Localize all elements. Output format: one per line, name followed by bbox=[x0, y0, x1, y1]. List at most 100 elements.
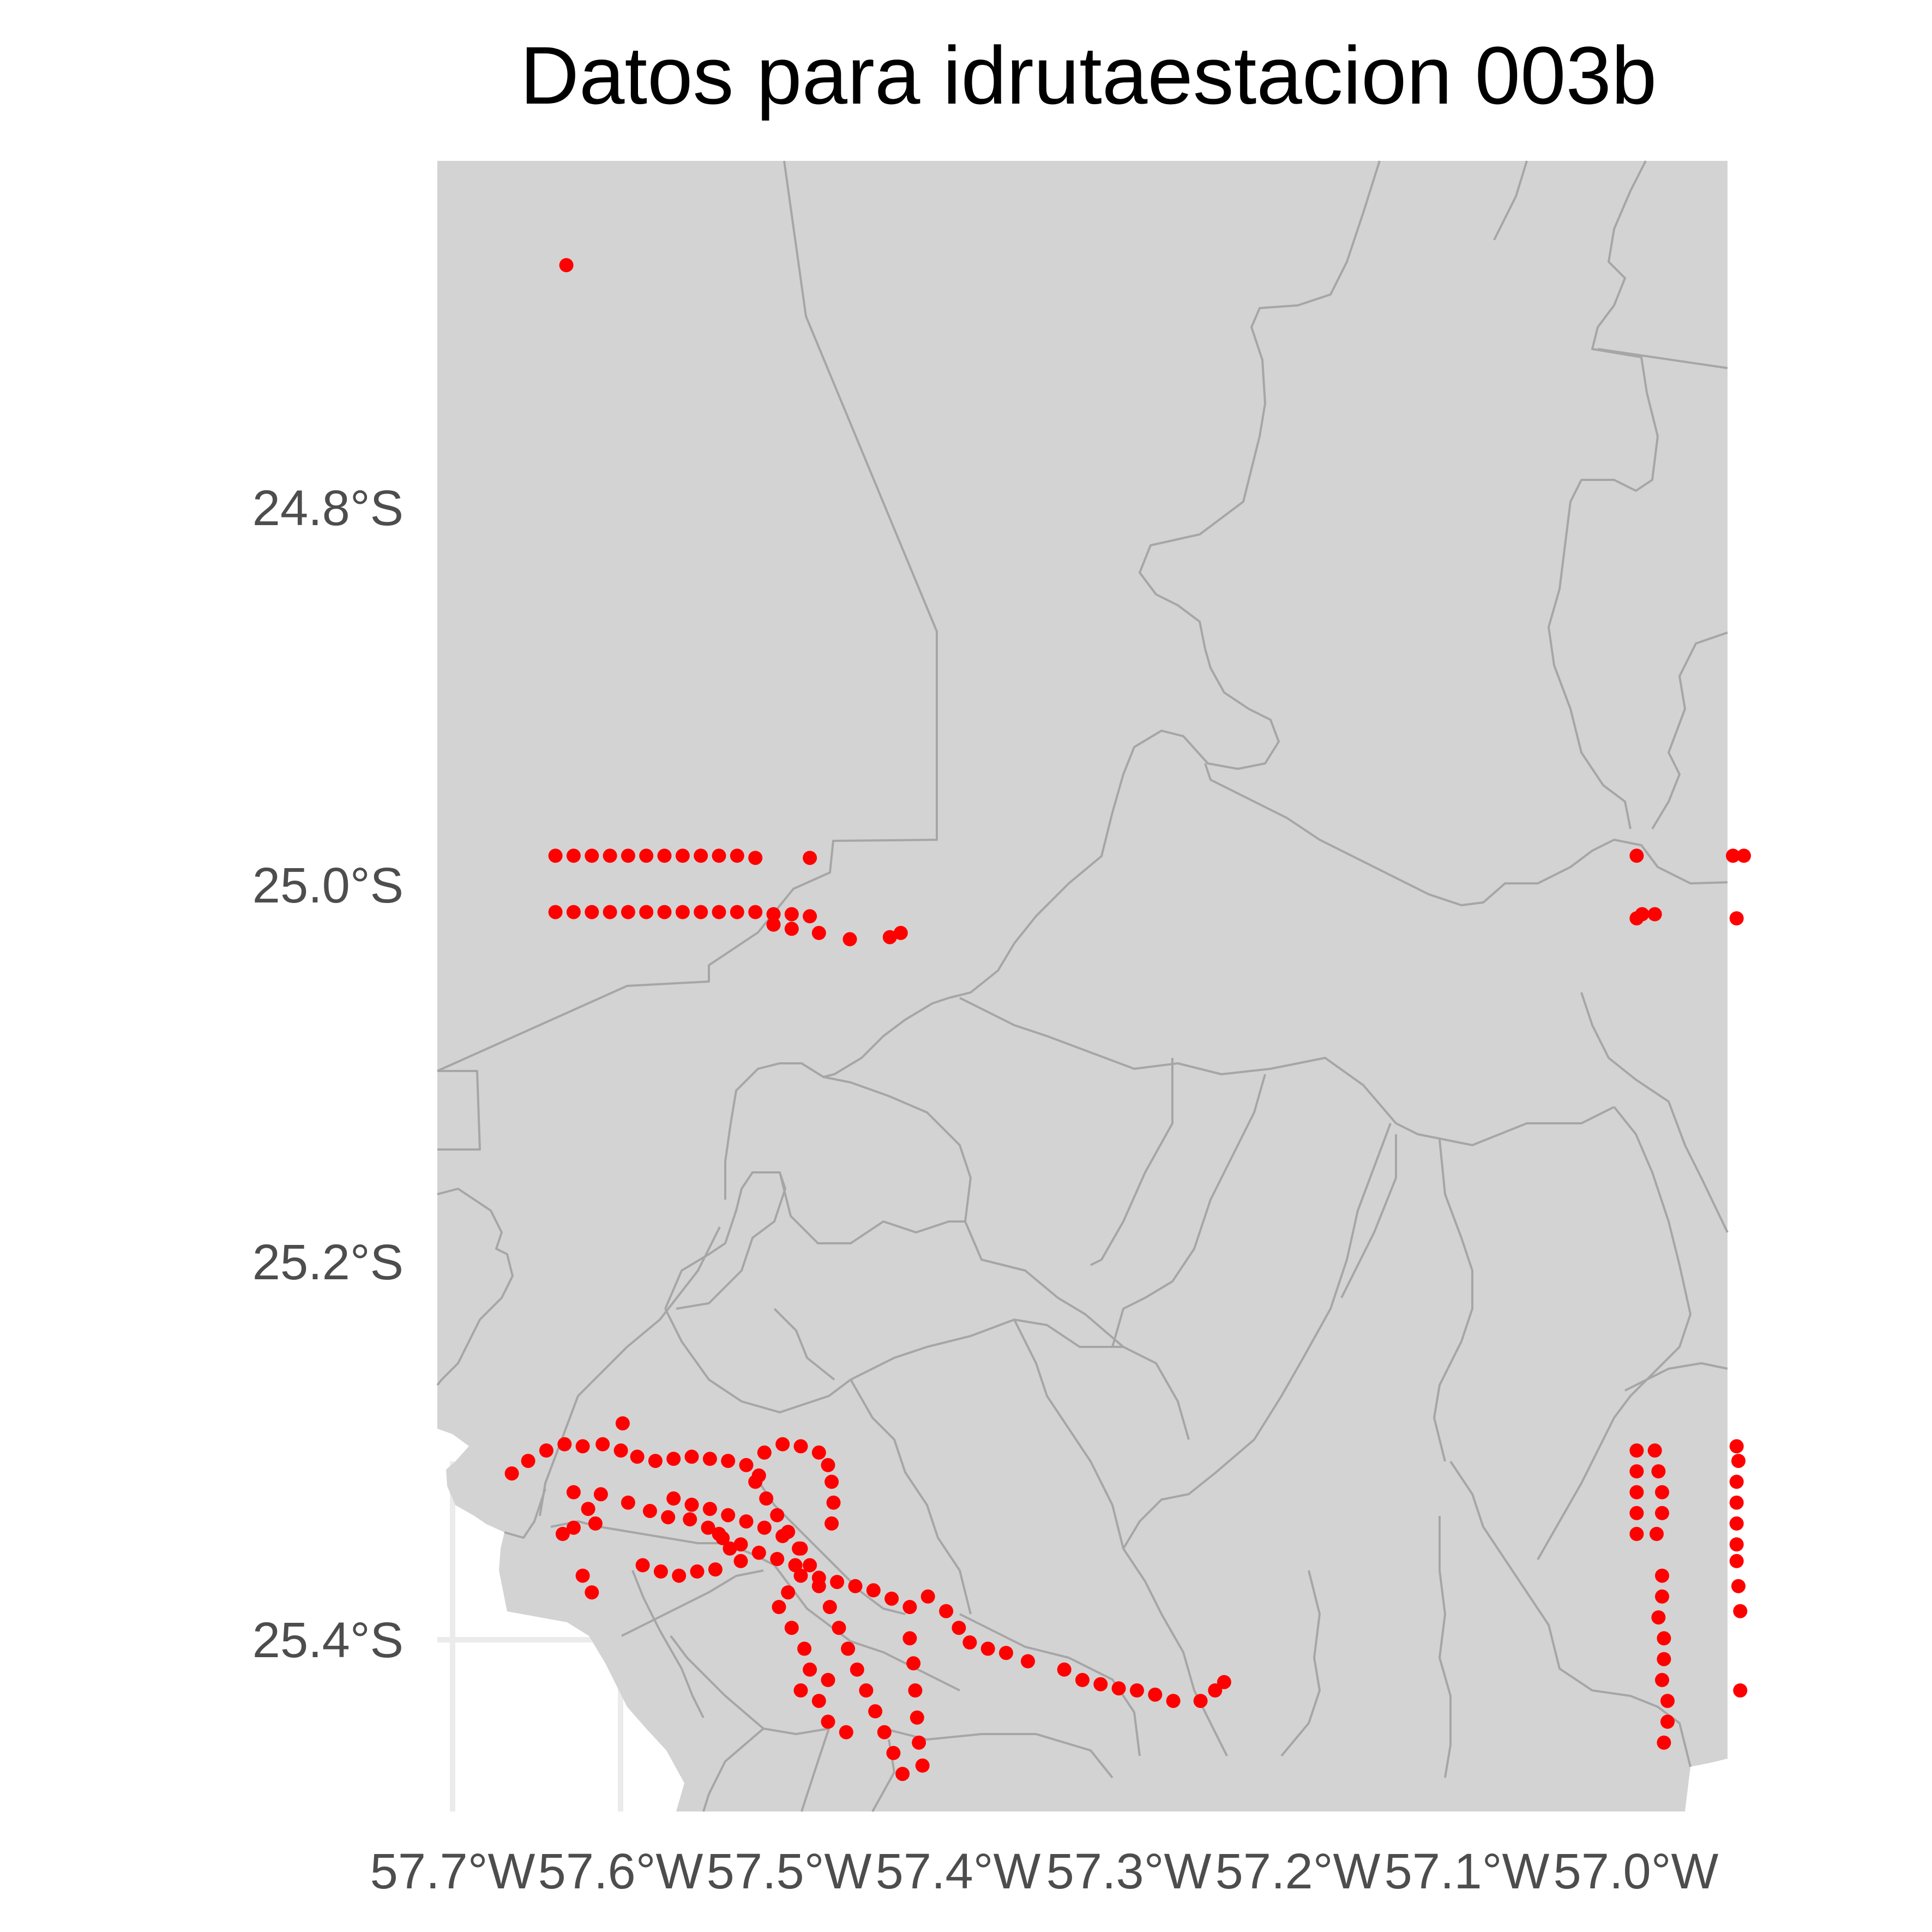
data-point-154 bbox=[1208, 1683, 1223, 1698]
data-point-125 bbox=[821, 1714, 835, 1729]
data-point-166 bbox=[1655, 1568, 1669, 1583]
data-point-34 bbox=[893, 925, 908, 940]
data-point-48 bbox=[613, 1443, 628, 1458]
data-point-95 bbox=[803, 1558, 817, 1573]
data-point-148 bbox=[1093, 1677, 1108, 1692]
x-axis: 57.7°W 57.6°W 57.5°W 57.4°W 57.3°W 57.2°… bbox=[370, 1844, 1719, 1899]
x-tick-label-57-2: 57.2°W bbox=[1215, 1844, 1381, 1899]
data-point-44 bbox=[539, 1443, 553, 1458]
data-point-87 bbox=[757, 1520, 772, 1535]
land-area bbox=[437, 161, 1728, 1811]
data-point-156 bbox=[1629, 1443, 1644, 1458]
data-point-178 bbox=[1729, 1495, 1744, 1510]
data-point-75 bbox=[683, 1512, 697, 1527]
x-tick-label-57-6: 57.6°W bbox=[538, 1844, 703, 1899]
data-point-184 bbox=[1733, 1683, 1748, 1698]
data-point-177 bbox=[1729, 1474, 1744, 1489]
boundary-lines bbox=[436, 160, 1729, 1812]
data-point-46 bbox=[575, 1439, 590, 1454]
data-point-8 bbox=[675, 848, 690, 863]
data-point-171 bbox=[1655, 1672, 1669, 1687]
data-point-139 bbox=[920, 1589, 935, 1604]
data-point-52 bbox=[684, 1449, 699, 1464]
data-point-116 bbox=[793, 1568, 808, 1583]
data-point-53 bbox=[702, 1452, 717, 1466]
data-point-84 bbox=[702, 1502, 717, 1516]
data-point-50 bbox=[648, 1454, 663, 1468]
boundary-district-f bbox=[1537, 1106, 1692, 1560]
data-point-138 bbox=[915, 1758, 930, 1773]
data-point-130 bbox=[866, 1583, 881, 1598]
data-point-107 bbox=[653, 1564, 668, 1579]
data-point-60 bbox=[793, 1439, 808, 1454]
x-tick-label-57-1: 57.1°W bbox=[1385, 1844, 1550, 1899]
data-point-15 bbox=[566, 905, 581, 919]
boundary-main-river bbox=[724, 160, 1381, 1200]
data-point-2 bbox=[566, 848, 581, 863]
boundary-east-river bbox=[1548, 160, 1659, 829]
data-point-141 bbox=[952, 1621, 966, 1635]
data-point-119 bbox=[784, 1621, 799, 1635]
data-point-23 bbox=[712, 905, 726, 919]
x-tick-label-57-3: 57.3°W bbox=[1046, 1844, 1212, 1899]
data-point-108 bbox=[672, 1568, 687, 1583]
x-tick-label-57-7: 57.7°W bbox=[370, 1844, 535, 1899]
data-point-114 bbox=[723, 1541, 737, 1556]
data-point-21 bbox=[675, 905, 690, 919]
data-point-76 bbox=[701, 1520, 715, 1535]
data-point-22 bbox=[694, 905, 708, 919]
map-panel bbox=[436, 160, 1729, 1812]
data-point-61 bbox=[811, 1445, 826, 1460]
data-point-4 bbox=[603, 848, 617, 863]
boundary-west-5 bbox=[773, 1308, 835, 1381]
data-point-150 bbox=[1130, 1683, 1144, 1698]
data-point-117 bbox=[781, 1585, 796, 1600]
boundary-central-upper bbox=[959, 997, 1615, 1146]
data-point-98 bbox=[832, 1621, 846, 1635]
data-point-144 bbox=[999, 1646, 1013, 1660]
boundary-west-15 bbox=[850, 1379, 972, 1615]
data-point-7 bbox=[657, 848, 672, 863]
data-point-39 bbox=[1726, 848, 1740, 863]
data-point-78 bbox=[733, 1537, 748, 1552]
data-point-59 bbox=[775, 1437, 790, 1452]
data-point-20 bbox=[657, 905, 672, 919]
y-tick-label-25-0: 25.0°S bbox=[252, 858, 404, 913]
data-point-143 bbox=[980, 1641, 995, 1656]
boundary-district-c bbox=[1122, 1123, 1392, 1550]
data-point-54 bbox=[721, 1454, 736, 1468]
data-point-10 bbox=[712, 848, 726, 863]
boundary-district-a bbox=[1090, 1058, 1173, 1266]
data-point-28 bbox=[803, 909, 817, 924]
data-point-30 bbox=[784, 922, 799, 936]
data-point-115 bbox=[733, 1554, 748, 1568]
data-point-17 bbox=[603, 905, 617, 919]
boundary-west-7 bbox=[504, 1488, 546, 1539]
boundary-west-11 bbox=[621, 1569, 764, 1637]
data-point-149 bbox=[1111, 1681, 1126, 1696]
data-point-27 bbox=[784, 907, 799, 922]
boundary-river-east bbox=[1204, 763, 1728, 906]
data-point-70 bbox=[555, 1527, 570, 1541]
data-point-72 bbox=[621, 1495, 635, 1510]
data-point-146 bbox=[1057, 1662, 1072, 1677]
y-tick-label-24-8: 24.8°S bbox=[252, 480, 404, 536]
data-point-85 bbox=[721, 1508, 736, 1522]
data-point-175 bbox=[1729, 1439, 1744, 1454]
data-point-105 bbox=[895, 1767, 910, 1781]
boundary-west-16 bbox=[1013, 1319, 1124, 1549]
boundary-east-upper bbox=[1597, 348, 1728, 369]
boundary-south-2 bbox=[1280, 1570, 1321, 1757]
data-point-57 bbox=[615, 1416, 630, 1431]
data-point-58 bbox=[757, 1445, 772, 1460]
data-point-49 bbox=[630, 1449, 645, 1464]
data-point-11 bbox=[730, 848, 744, 863]
data-point-25 bbox=[748, 905, 763, 919]
data-point-157 bbox=[1629, 1464, 1644, 1479]
data-point-110 bbox=[708, 1562, 723, 1577]
data-point-45 bbox=[557, 1437, 572, 1452]
data-point-91 bbox=[759, 1491, 774, 1506]
data-point-93 bbox=[781, 1525, 796, 1539]
data-point-140 bbox=[939, 1604, 954, 1618]
